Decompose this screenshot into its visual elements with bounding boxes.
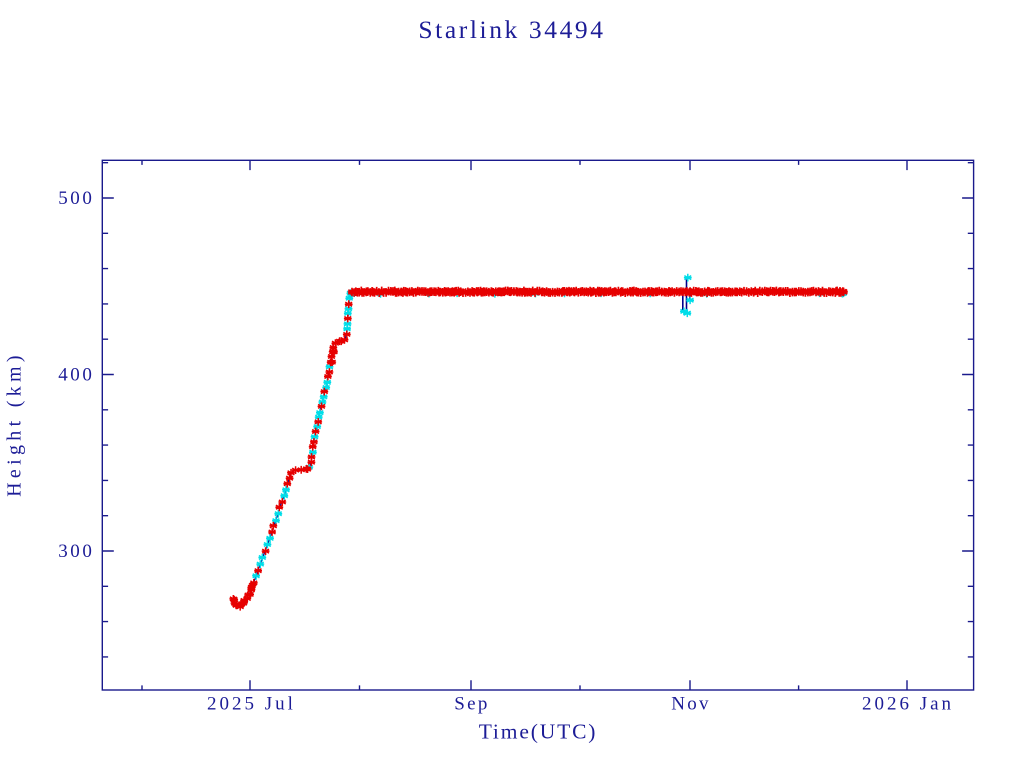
svg-text:Height (km): Height (km) [4, 351, 26, 497]
svg-text:Starlink 34494: Starlink 34494 [418, 15, 605, 44]
svg-text:2026 Jan: 2026 Jan [862, 694, 954, 715]
svg-text:500: 500 [58, 188, 94, 209]
svg-text:Sep: Sep [454, 694, 489, 715]
svg-text:Nov: Nov [671, 694, 711, 715]
svg-text:400: 400 [58, 365, 94, 386]
svg-text:300: 300 [58, 541, 94, 562]
svg-text:Time(UTC): Time(UTC) [479, 720, 598, 744]
svg-text:2025 Jul: 2025 Jul [207, 694, 296, 715]
